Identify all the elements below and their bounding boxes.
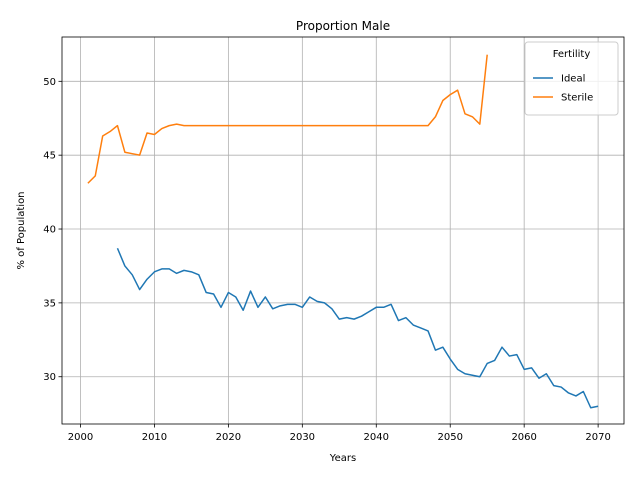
x-tick-label: 2020 bbox=[216, 432, 241, 443]
series-layer bbox=[87, 54, 599, 409]
y-tick-label: 50 bbox=[43, 77, 56, 88]
series-line-sterile bbox=[87, 54, 488, 184]
legend: Fertility Ideal Sterile bbox=[524, 41, 619, 116]
x-tick-label: 2000 bbox=[68, 432, 93, 443]
series-line-ideal bbox=[116, 247, 599, 409]
legend-label-sterile: Sterile bbox=[561, 93, 593, 104]
x-tick-label: 2070 bbox=[585, 432, 610, 443]
legend-label-ideal: Ideal bbox=[561, 74, 585, 85]
legend-entries: Ideal Sterile bbox=[533, 74, 593, 104]
x-tick-label: 2050 bbox=[437, 432, 462, 443]
y-tick-label: 35 bbox=[43, 298, 56, 309]
y-tick-label: 30 bbox=[43, 372, 56, 383]
x-axis-title: Years bbox=[329, 453, 356, 464]
x-tick-label: 2010 bbox=[142, 432, 167, 443]
chart-title: Proportion Male bbox=[296, 19, 390, 33]
y-axis-title: % of Population bbox=[16, 191, 27, 269]
y-tick-label: 45 bbox=[43, 151, 56, 162]
x-axis: 2000 2010 2020 2030 2040 2050 2060 2070 bbox=[68, 424, 611, 443]
y-tick-label: 40 bbox=[43, 225, 56, 236]
x-tick-label: 2060 bbox=[511, 432, 536, 443]
plot-frame bbox=[61, 36, 625, 425]
x-tick-label: 2030 bbox=[290, 432, 315, 443]
legend-title: Fertility bbox=[553, 49, 591, 60]
x-tick-label: 2040 bbox=[364, 432, 389, 443]
y-axis: 30 35 40 45 50 bbox=[43, 77, 62, 383]
